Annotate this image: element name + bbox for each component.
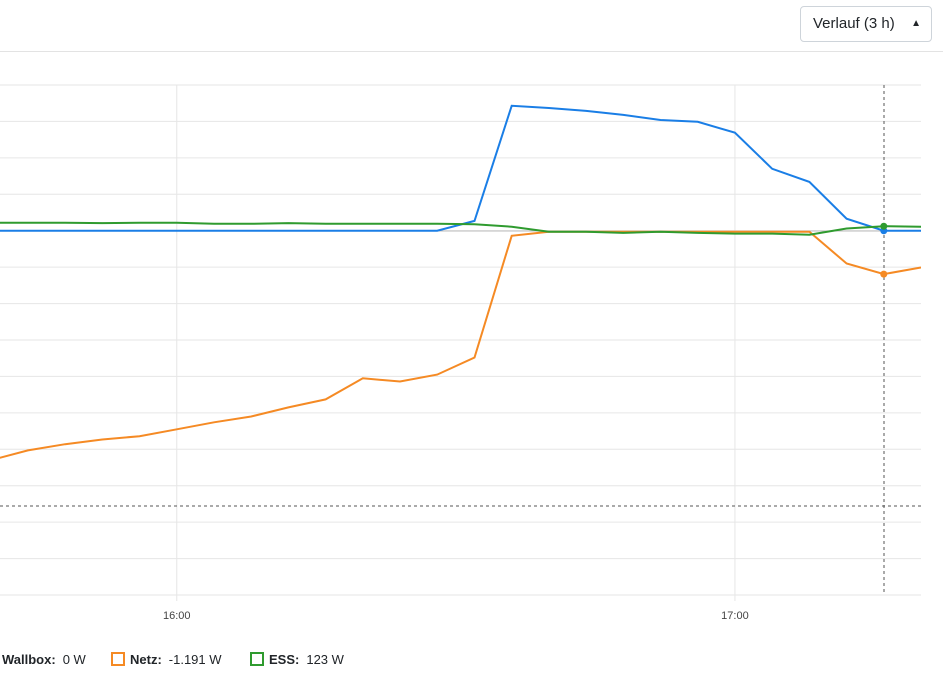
legend: Wallbox: 0 W Netz: -1.191 W ESS: 123 W xyxy=(2,652,345,667)
x-tick-label: 17:00 xyxy=(721,610,749,622)
legend-value: -1.191 W xyxy=(169,652,222,667)
legend-swatch xyxy=(250,652,264,666)
select-caret: ▲ xyxy=(911,18,921,29)
legend-name: Netz: xyxy=(130,652,162,667)
x-tick-label: 16:00 xyxy=(163,610,191,622)
series-line xyxy=(0,221,921,236)
range-select-label: Verlauf (3 h) xyxy=(813,15,895,32)
chart: 16:00 17:00 Wallbox: 0 W Netz: -1.191 W ESS: 1… xyxy=(0,84,921,667)
cursor-marker xyxy=(880,270,888,278)
legend-value: 123 W xyxy=(306,652,344,667)
header-divider xyxy=(0,51,943,52)
legend-name: Wallbox: xyxy=(2,652,56,667)
cursor-marker xyxy=(880,222,888,230)
range-select[interactable]: Verlauf (3 h) ▲ xyxy=(800,6,932,42)
legend-swatch xyxy=(111,652,125,666)
series-lines xyxy=(0,104,921,459)
legend-value: 0 W xyxy=(63,652,87,667)
grid: 16:00 17:00 xyxy=(0,84,921,622)
series-line xyxy=(0,230,921,459)
series-line xyxy=(0,104,921,232)
legend-name: ESS: xyxy=(269,652,299,667)
